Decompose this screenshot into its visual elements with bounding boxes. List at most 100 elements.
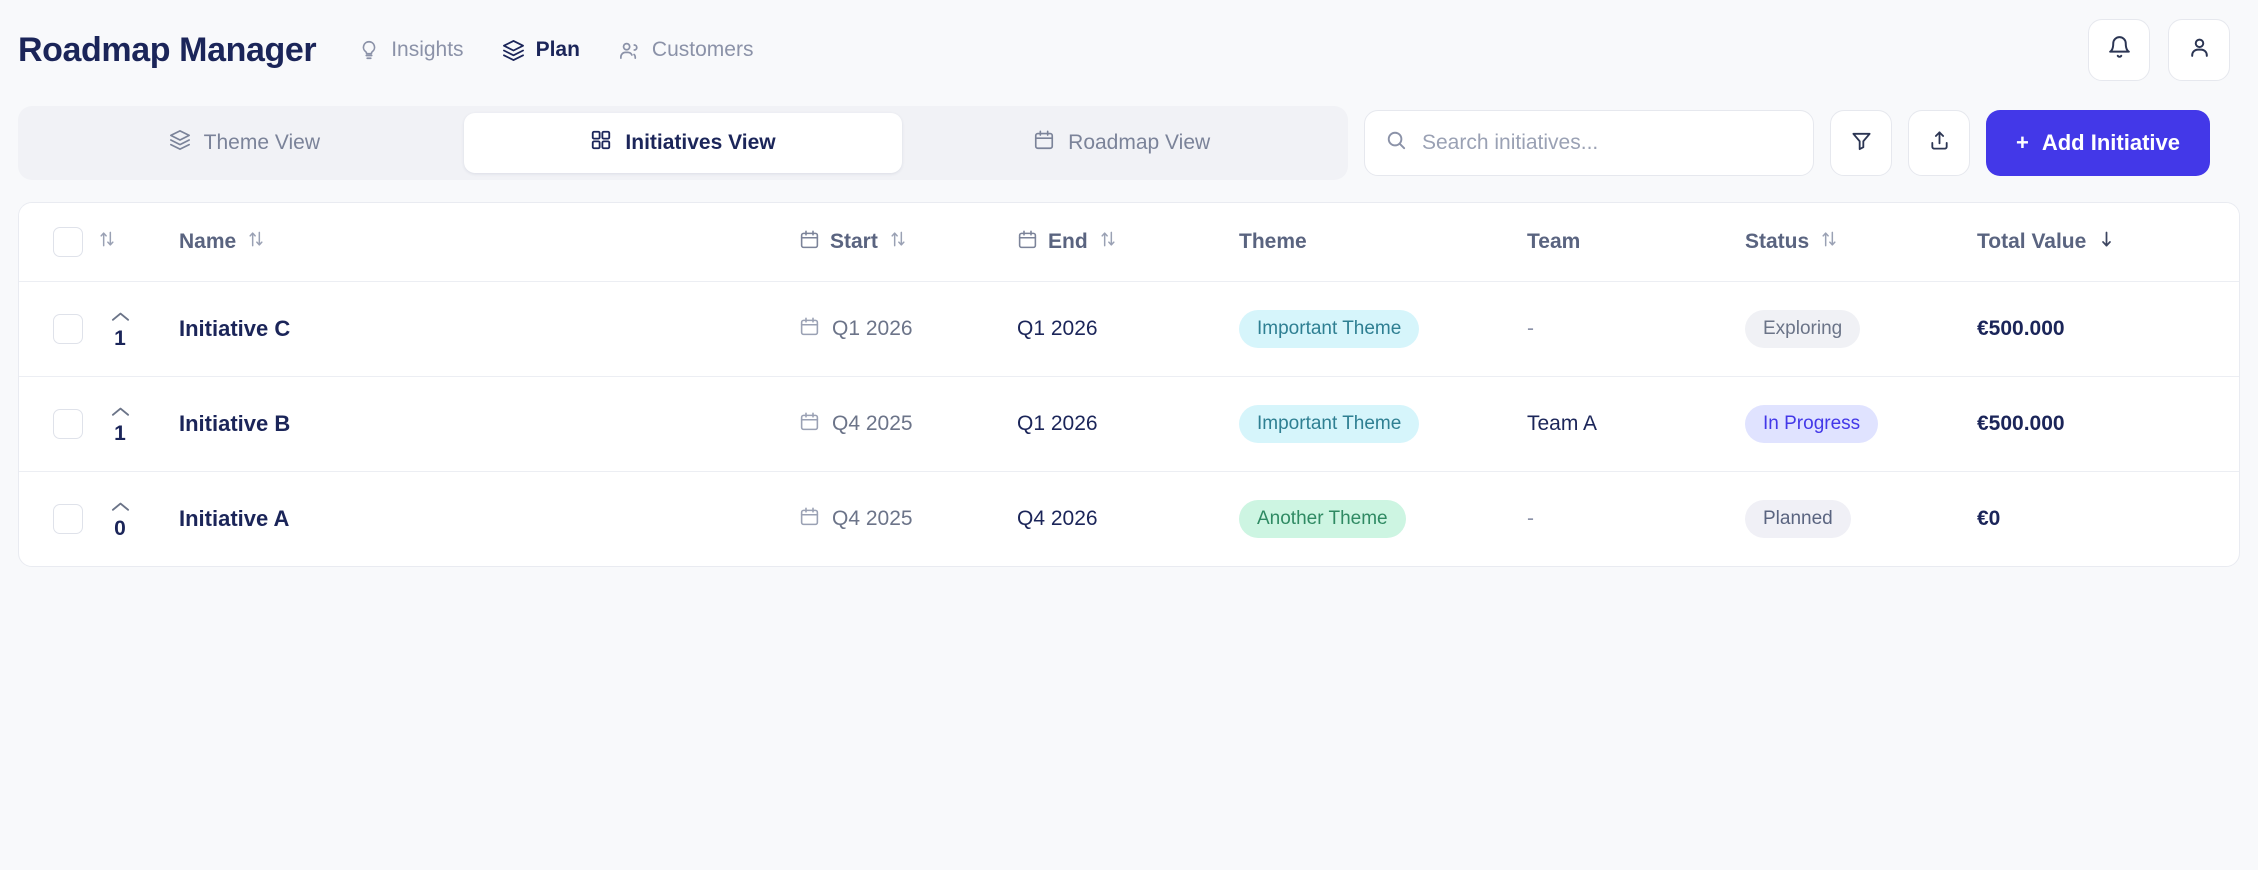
add-initiative-label: Add Initiative (2041, 130, 2180, 155)
plus-icon: + (2016, 130, 2029, 155)
main-nav: Insights Plan Customers (358, 38, 753, 62)
app-title: Roadmap Manager (18, 30, 317, 69)
layers-icon (502, 39, 525, 62)
table-head: Name (19, 203, 2239, 282)
table-row[interactable]: 1 Initiative C Q1 2026 Q1 2026 (19, 281, 2239, 378)
nav-label-plan: Plan (535, 38, 580, 61)
header-start[interactable]: Start (799, 203, 1017, 282)
chevron-up-icon[interactable] (111, 403, 130, 420)
grid-icon (590, 129, 612, 157)
upload-icon (1928, 129, 1951, 157)
nav-item-insights[interactable]: Insights (358, 38, 464, 62)
sort-icon[interactable] (97, 229, 117, 255)
row-team-value: - (1527, 281, 1745, 378)
row-start-cell: Q4 2025 (799, 472, 1017, 567)
sort-icon[interactable] (1819, 229, 1839, 255)
search-icon (1385, 129, 1408, 157)
row-end-value: Q1 2026 (1017, 281, 1239, 378)
calendar-icon (1033, 129, 1055, 157)
row-vote-cell: 1 (97, 281, 179, 378)
header-label-status: Status (1745, 230, 1810, 253)
tab-theme-view[interactable]: Theme View (25, 113, 464, 173)
tab-label-initiatives-view: Initiatives View (625, 131, 776, 154)
vote-control[interactable]: 1 (97, 308, 143, 350)
row-status-cell: Exploring (1745, 281, 1977, 378)
sort-icon[interactable] (1098, 229, 1118, 255)
row-start-value: Q1 2026 (832, 317, 913, 341)
add-initiative-button[interactable]: + Add Initiative (1986, 110, 2210, 176)
select-all-checkbox[interactable] (53, 227, 83, 257)
row-team-value: - (1527, 507, 1534, 531)
header-label-name: Name (179, 230, 237, 253)
row-checkbox[interactable] (53, 314, 83, 345)
header-label-end: End (1048, 230, 1088, 253)
calendar-icon (799, 316, 820, 343)
header-label-team: Team (1527, 230, 1581, 253)
table-header-row: Name (19, 203, 2239, 282)
theme-badge: Another Theme (1239, 500, 1406, 539)
vote-control[interactable]: 0 (97, 498, 143, 540)
row-name[interactable]: Initiative B (179, 376, 799, 473)
lightbulb-icon (358, 39, 380, 61)
calendar-icon (799, 411, 820, 438)
filter-button[interactable] (1830, 110, 1892, 176)
bell-icon (2107, 35, 2132, 65)
theme-badge: Important Theme (1239, 405, 1420, 444)
calendar-icon (799, 506, 820, 533)
nav-label-customers: Customers (651, 38, 754, 61)
calendar-icon (799, 229, 820, 256)
header-end[interactable]: End (1017, 203, 1239, 282)
row-start-value: Q4 2025 (832, 412, 913, 436)
row-theme-cell: Another Theme (1239, 472, 1527, 567)
row-start-cell: Q1 2026 (799, 281, 1017, 378)
row-start-cell: Q4 2025 (799, 376, 1017, 473)
sort-icon[interactable] (888, 229, 908, 255)
nav-item-plan[interactable]: Plan (502, 38, 580, 62)
chevron-up-icon[interactable] (111, 498, 130, 515)
layers-icon (169, 129, 191, 157)
tab-roadmap-view[interactable]: Roadmap View (902, 113, 1341, 173)
row-name[interactable]: Initiative A (179, 506, 290, 532)
table-row[interactable]: 1 Initiative B Q4 2025 Q1 2026 (19, 376, 2239, 473)
header-name[interactable]: Name (179, 203, 799, 282)
notifications-button[interactable] (2088, 19, 2150, 81)
toolbar: Theme View Initiatives View Roadmap View (0, 106, 2258, 180)
header-votes[interactable] (97, 203, 179, 282)
account-button[interactable] (2168, 19, 2230, 81)
view-tab-group: Theme View Initiatives View Roadmap View (18, 106, 1348, 180)
vote-count: 1 (114, 422, 126, 446)
search-input[interactable] (1422, 131, 1793, 155)
sort-desc-icon[interactable] (2096, 229, 2117, 256)
header-label-total-value: Total Value (1977, 230, 2087, 253)
row-end-value: Q1 2026 (1017, 376, 1239, 473)
row-select-cell (19, 472, 97, 567)
tab-label-roadmap-view: Roadmap View (1068, 131, 1211, 154)
chevron-up-icon[interactable] (111, 308, 130, 325)
nav-item-customers[interactable]: Customers (618, 38, 754, 62)
tab-initiatives-view[interactable]: Initiatives View (463, 113, 903, 173)
vote-count: 1 (114, 327, 126, 350)
status-badge: Exploring (1745, 310, 1861, 349)
row-name[interactable]: Initiative C (179, 281, 799, 378)
row-select-cell (19, 281, 97, 378)
row-checkbox[interactable] (53, 504, 83, 535)
search-box[interactable] (1364, 110, 1814, 176)
vote-control[interactable]: 1 (97, 403, 143, 445)
initiatives-table-container: Name (18, 202, 2240, 568)
row-status-cell: Planned (1745, 472, 1977, 567)
table-row[interactable]: 0 Initiative A Q4 2025 Q4 2026 (19, 472, 2239, 567)
row-start-value: Q4 2025 (832, 507, 913, 531)
status-badge: Planned (1745, 500, 1851, 539)
nav-label-insights: Insights (391, 38, 464, 61)
initiatives-table: Name (19, 203, 2239, 566)
header-status[interactable]: Status (1745, 203, 1977, 282)
row-checkbox[interactable] (53, 409, 83, 440)
header-select-all (19, 203, 97, 282)
sort-icon[interactable] (246, 229, 266, 255)
header-total-value[interactable]: Total Value (1977, 203, 2239, 282)
row-end-value: Q4 2026 (1017, 507, 1098, 531)
row-status-cell: In Progress (1745, 376, 1977, 473)
row-total-value: €500.000 (1977, 281, 2239, 378)
export-button[interactable] (1908, 110, 1970, 176)
top-right-actions (2088, 19, 2230, 81)
